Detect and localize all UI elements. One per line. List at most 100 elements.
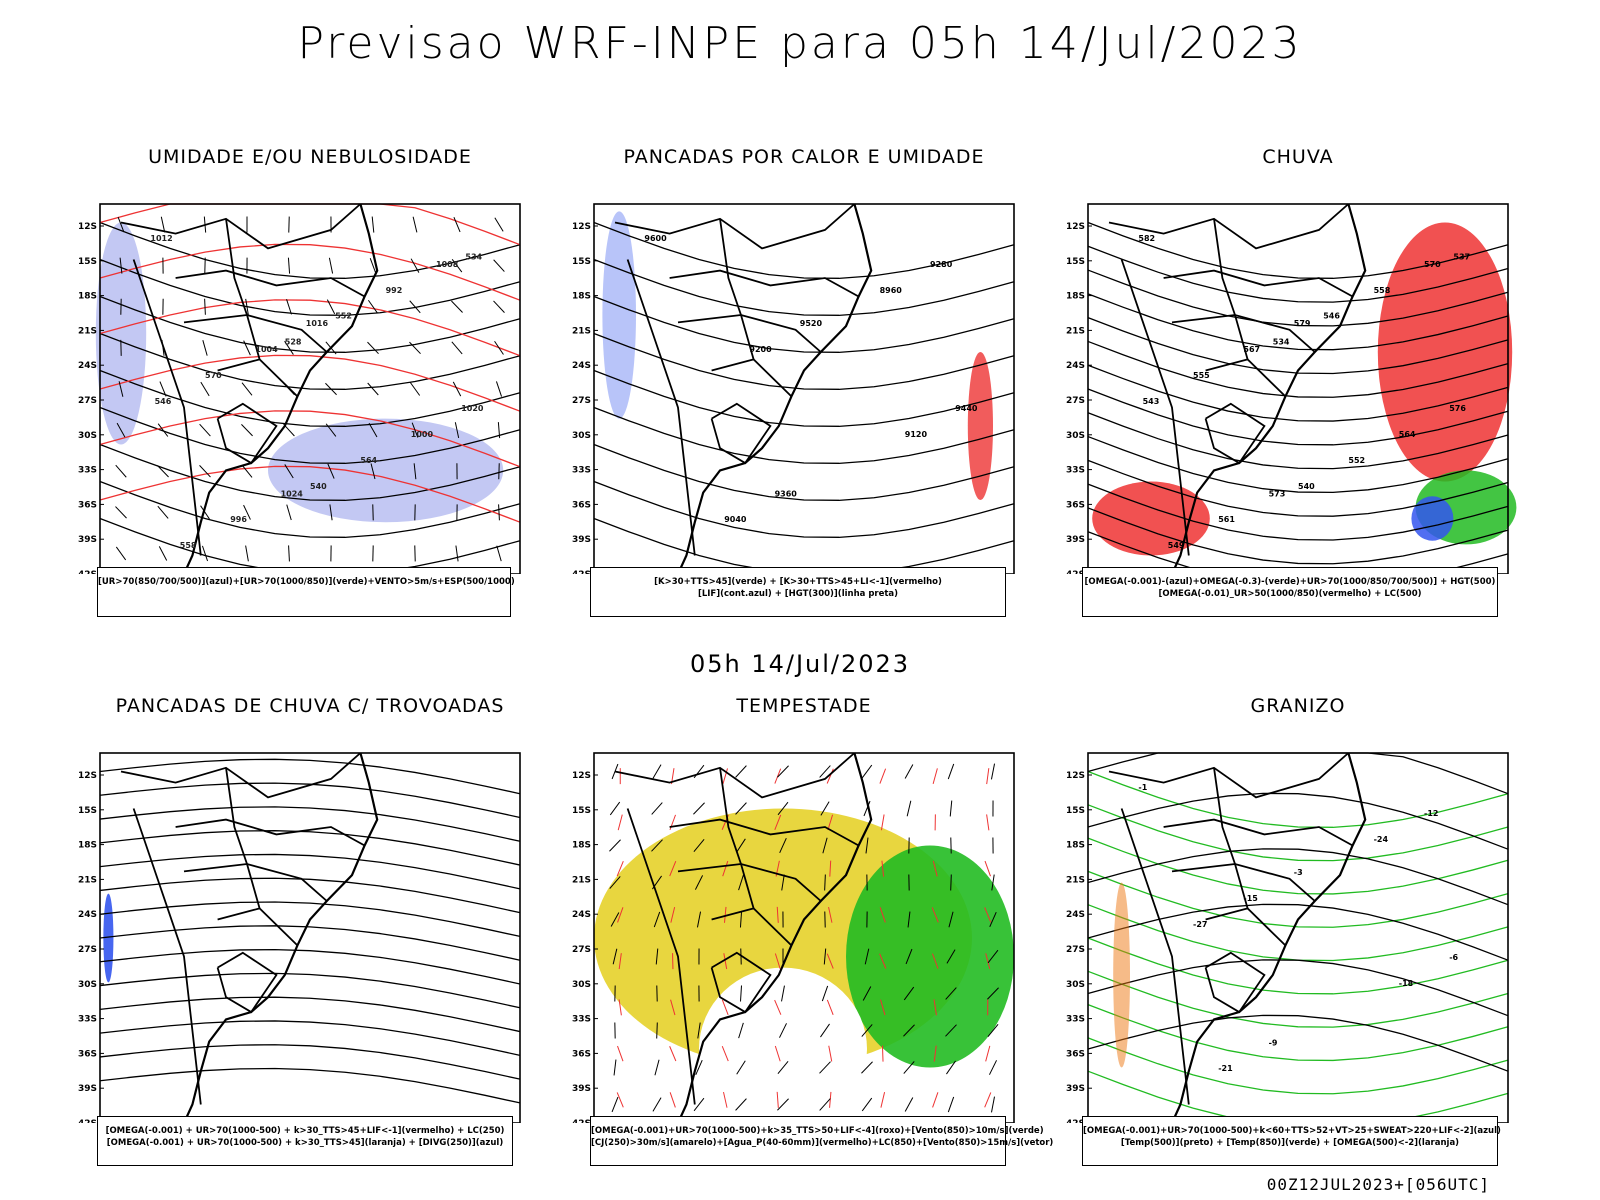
map-frame: [99, 203, 521, 574]
border-line: [183, 314, 328, 353]
contour-line: [99, 243, 521, 301]
wind-vector: [826, 768, 834, 784]
border-line: [217, 907, 299, 947]
border-line: [217, 358, 299, 398]
lat-label: 36S: [78, 1049, 97, 1059]
wind-vector: [879, 907, 886, 923]
wind-vector: [495, 381, 503, 397]
contour-line: [593, 369, 1015, 427]
lat-label: 18S: [1066, 292, 1085, 302]
contour-label: 546: [1323, 312, 1340, 321]
border-line: [1204, 951, 1266, 1014]
wind-vector: [493, 300, 505, 313]
wind-vector: [735, 765, 747, 778]
wind-vector: [245, 545, 249, 562]
rain-area: [1092, 481, 1210, 556]
lat-label: 33S: [78, 1015, 97, 1025]
wind-vector: [325, 423, 337, 437]
contour-label: 1012: [150, 234, 172, 243]
wind-vector: [881, 1045, 884, 1062]
wind-vector: [947, 763, 955, 780]
contour-line: [99, 1020, 521, 1056]
wind-vector: [199, 465, 211, 478]
contour-label: 1008: [436, 260, 459, 269]
wind-vector: [245, 298, 249, 315]
coastline: [676, 752, 873, 1123]
contour-line: [593, 221, 1015, 279]
wind-vector: [739, 911, 743, 928]
wind-vector: [493, 259, 505, 272]
wind-vector: [651, 839, 663, 852]
wind-vector: [653, 911, 661, 928]
wind-vector: [903, 986, 915, 1001]
lat-label: 24S: [78, 361, 97, 371]
coastline: [1170, 203, 1367, 574]
wind-vector: [738, 1022, 744, 1039]
wind-vector: [201, 545, 209, 562]
wind-vector: [451, 258, 463, 273]
humidity-area: [268, 418, 504, 523]
lat-label: 24S: [572, 361, 591, 371]
panel-title: TEMPESTADE: [736, 695, 872, 717]
border-line: [1120, 808, 1190, 1105]
legend-line: [K>30+TTS>45](verde) + [K>30+TTS>45+LI<-…: [654, 577, 942, 587]
lat-label: 12S: [78, 222, 97, 232]
wind-vector: [903, 1024, 915, 1037]
wind-vector: [776, 906, 779, 923]
border-line: [710, 402, 772, 465]
contour-line: [99, 258, 521, 316]
border-line: [120, 752, 361, 799]
border-line: [1163, 818, 1354, 847]
border-line: [669, 269, 860, 298]
wind-vector: [736, 838, 746, 853]
lat-label: 27S: [78, 396, 97, 406]
wind-vector: [158, 546, 168, 561]
wind-vector: [829, 860, 832, 877]
wind-vector: [200, 505, 210, 520]
wind-vector: [820, 1023, 830, 1038]
border-line: [175, 269, 366, 298]
lat-label: 18S: [78, 841, 97, 851]
border-line: [1171, 314, 1316, 353]
contour-label: 8960: [880, 286, 903, 295]
contour-line: [1087, 364, 1509, 422]
wind-vector: [984, 860, 991, 877]
contour-line: [1087, 1070, 1509, 1123]
wind-vector: [738, 874, 744, 891]
wind-vector: [777, 1098, 789, 1111]
wind-vector: [243, 340, 251, 356]
border-line: [677, 314, 822, 353]
wind-vector: [367, 341, 379, 355]
wind-vector: [655, 948, 659, 965]
contour-line: [1087, 221, 1509, 279]
wind-vector: [989, 911, 997, 928]
lat-label: 27S: [1066, 396, 1085, 406]
contour-line: [99, 295, 521, 353]
wind-vector: [932, 1092, 939, 1108]
wind-vector: [740, 985, 742, 1002]
contour-line: [1087, 412, 1509, 470]
contour-line: [593, 258, 1015, 316]
contour-line: [99, 369, 521, 427]
contour-line: [1087, 388, 1509, 446]
map-chuva: 582 579 576 573 570 567 564 561 558 555 552 549 546 5…: [1066, 203, 1517, 574]
coastline: [182, 203, 379, 574]
contour-line: [99, 299, 521, 357]
lat-label: 21S: [78, 326, 97, 336]
contour-line: [1087, 970, 1509, 1028]
panel-title: CHUVA: [1262, 146, 1334, 168]
legend-line: [Temp(500)](preto) + [Temp(850)](verde) …: [1120, 1138, 1460, 1148]
legend-line: [OMEGA(-0.001) + UR>70(1000-500) + k>30_…: [105, 1126, 505, 1136]
wind-vector: [370, 463, 376, 480]
wind-vector: [409, 382, 421, 396]
coastline: [1170, 752, 1367, 1123]
wind-vector: [821, 985, 829, 1002]
wind-vector: [199, 423, 211, 437]
border-line: [626, 259, 696, 556]
lat-label: 18S: [572, 841, 591, 851]
wind-vector: [945, 987, 957, 1000]
contour-line: [99, 465, 521, 523]
wind-vector: [202, 340, 208, 356]
border-line: [1204, 402, 1266, 465]
lat-label: 15S: [572, 257, 591, 267]
